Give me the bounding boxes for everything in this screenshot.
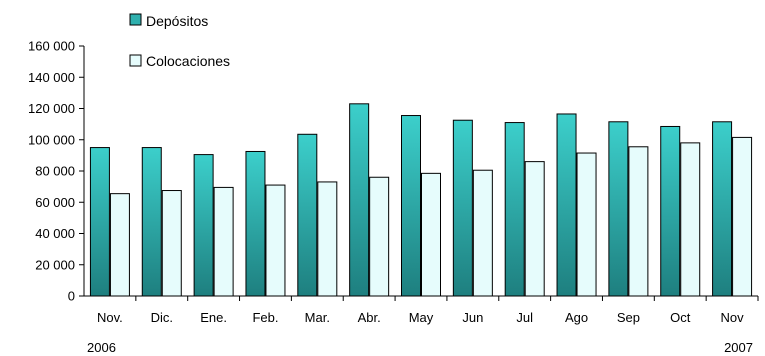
bar-colocaciones: [109, 193, 130, 297]
bar-depositos: [452, 119, 473, 297]
y-tick-label: 60 000: [35, 195, 75, 210]
bar-colocaciones: [369, 176, 390, 297]
y-tick-label: 100 000: [28, 132, 75, 147]
bar-depositos: [89, 147, 110, 297]
x-tick-label: Abr.: [358, 310, 381, 325]
x-tick-label: Oct: [670, 310, 691, 325]
legend-label-colocaciones: Colocaciones: [146, 53, 230, 69]
y-tick-label: 80 000: [35, 164, 75, 179]
bar-colocaciones: [732, 136, 753, 297]
y-tick-label: 0: [68, 289, 75, 304]
y-tick-label: 160 000: [28, 39, 75, 54]
y-axis-ticks: 0 20 000 40 000 60 000 80 000 100 000 120 000 1…: [28, 39, 84, 304]
bar-depositos: [141, 147, 162, 297]
y-tick-label: 20 000: [35, 257, 75, 272]
bars: [89, 103, 753, 297]
bar-colocaciones: [628, 146, 649, 297]
bar-colocaciones: [680, 142, 701, 297]
bar-colocaciones: [421, 172, 441, 297]
bar-colocaciones: [317, 181, 338, 297]
year-label-end: 2007: [724, 340, 753, 355]
x-tick-label: Feb.: [252, 310, 278, 325]
bar-colocaciones: [576, 152, 597, 297]
x-tick-label: Ago: [565, 310, 588, 325]
x-tick-label: May: [409, 310, 434, 325]
bar-depositos: [245, 150, 266, 297]
bar-colocaciones: [213, 186, 234, 297]
legend-swatch-colocaciones: [129, 54, 142, 67]
x-tick-label: Mar.: [305, 310, 330, 325]
x-tick-label: Nov: [721, 310, 745, 325]
x-tick-label: Jul: [516, 310, 533, 325]
bar-depositos: [504, 122, 525, 297]
bar-colocaciones: [472, 169, 493, 297]
x-tick-label: Nov.: [97, 310, 123, 325]
legend-label-depositos: Depósitos: [146, 13, 208, 29]
legend: Depósitos Colocaciones: [129, 13, 230, 69]
bar-colocaciones: [161, 190, 182, 297]
x-tick-label: Dic.: [151, 310, 173, 325]
y-tick-label: 140 000: [28, 70, 75, 85]
x-axis-ticks: Nov. Dic. Ene. Feb. Mar. Abr. May Jun Jul Ago Sep O…: [97, 296, 759, 325]
bar-depositos: [401, 115, 421, 297]
x-tick-label: Ene.: [200, 310, 227, 325]
y-tick-label: 40 000: [35, 226, 75, 241]
bar-depositos: [193, 154, 214, 297]
x-tick-label: Sep: [617, 310, 640, 325]
bar-depositos: [608, 121, 629, 297]
bar-depositos: [712, 121, 733, 297]
bar-depositos: [556, 113, 577, 297]
bar-colocaciones: [524, 161, 545, 297]
bar-depositos: [349, 103, 370, 297]
legend-swatch-depositos: [129, 13, 142, 26]
bar-depositos: [660, 125, 681, 297]
year-label-start: 2006: [87, 340, 116, 355]
x-tick-label: Jun: [462, 310, 483, 325]
y-tick-label: 120 000: [28, 101, 75, 116]
bar-colocaciones: [265, 184, 286, 297]
bar-depositos: [297, 133, 318, 297]
